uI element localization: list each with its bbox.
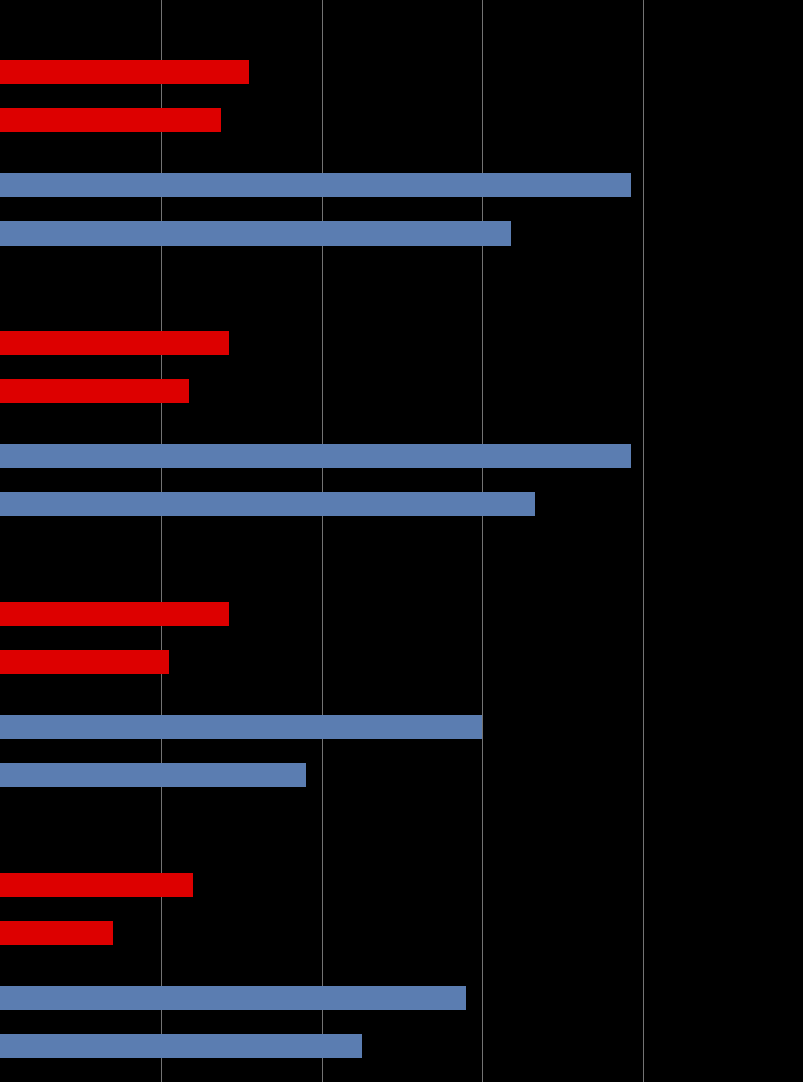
Bar [0, 650, 169, 674]
Bar [0, 872, 193, 897]
Bar [0, 331, 229, 355]
Bar [0, 1034, 361, 1058]
Bar [0, 108, 221, 132]
Bar [0, 763, 305, 787]
Bar [0, 61, 249, 84]
Bar [0, 222, 510, 246]
Bar [0, 492, 534, 516]
Bar [0, 445, 630, 469]
Bar [0, 173, 630, 197]
Bar [0, 715, 482, 739]
Bar [0, 921, 112, 945]
Bar [0, 986, 466, 1010]
Bar [0, 602, 229, 625]
Bar [0, 379, 189, 404]
